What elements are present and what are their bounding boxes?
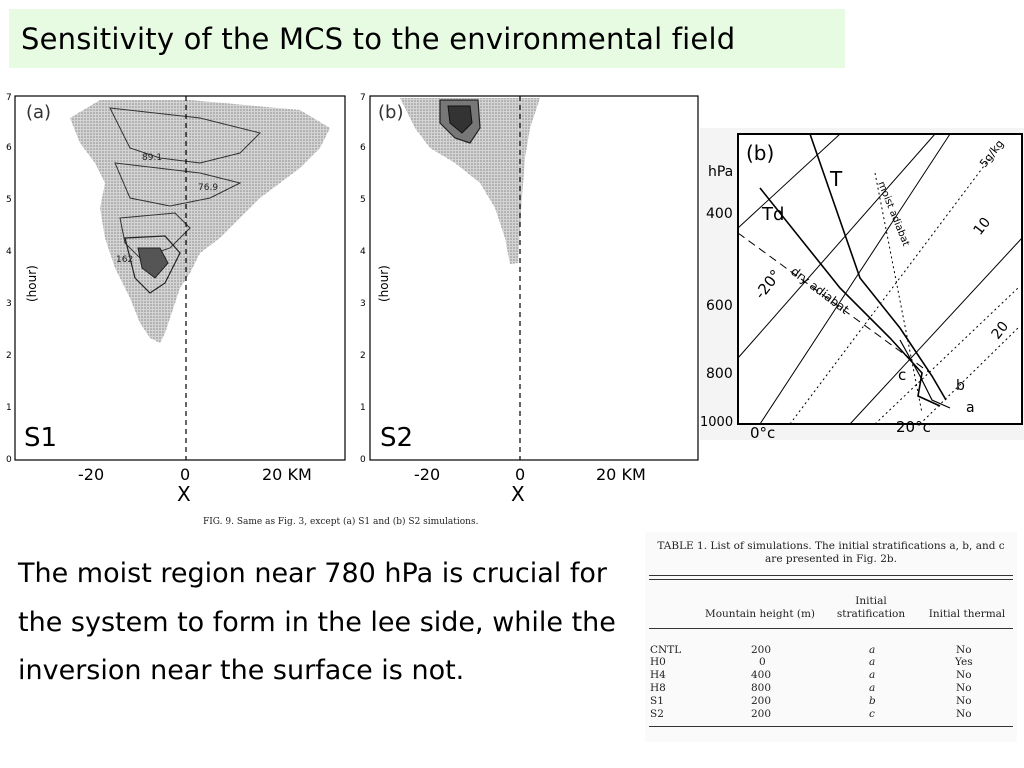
col-header-height: Mountain height (m) — [704, 608, 816, 620]
y-tick: 4 — [360, 247, 366, 257]
row-height: 400 — [751, 669, 772, 681]
pressure-unit: hPa — [708, 164, 733, 180]
y-tick: 6 — [360, 143, 366, 153]
row-thermal: No — [956, 644, 972, 656]
row-thermal: Yes — [955, 656, 973, 668]
run-label-s1: S1 — [24, 423, 57, 453]
row-strat: c — [869, 708, 875, 720]
y-tick: 7 — [6, 93, 12, 103]
panel-b: 0 1 2 3 4 5 6 7 (hour) (b) S2 -20 0 20 K… — [360, 93, 699, 506]
contour-label: 89.1 — [142, 153, 162, 163]
profile-label: b — [956, 378, 965, 394]
x-tick: 20 KM — [596, 465, 646, 484]
y-tick: 0 — [6, 455, 12, 465]
y-tick: 1 — [360, 403, 366, 413]
row-strat: a — [869, 656, 876, 668]
sounding-diagram: hPa 400 600 800 1000 (b) T Td moist adia… — [700, 128, 1024, 440]
x-tick: -20 — [78, 465, 104, 484]
row-name: H8 — [650, 682, 666, 694]
y-tick: 2 — [6, 351, 12, 361]
table-rule — [649, 628, 1013, 629]
pressure-tick: 800 — [706, 366, 733, 382]
x-axis-label: X — [511, 482, 525, 506]
temp-label: 0°c — [750, 424, 775, 440]
row-name: H4 — [650, 669, 666, 681]
contour-label: 162 — [116, 255, 133, 265]
panel-a-label: (a) — [26, 102, 51, 123]
x-tick: -20 — [414, 465, 440, 484]
profile-label: c — [898, 366, 906, 384]
row-height: 200 — [751, 695, 772, 707]
row-thermal: No — [956, 695, 972, 707]
row-name: S1 — [650, 695, 664, 707]
col-header-strat: Initial stratification — [836, 595, 906, 620]
table-rule — [649, 579, 1013, 580]
y-tick: 3 — [360, 299, 366, 309]
slide-title-box: Sensitivity of the MCS to the environmen… — [9, 9, 845, 68]
pressure-tick: 600 — [706, 298, 733, 314]
y-axis-label: (hour) — [377, 265, 391, 302]
x-tick: 20 KM — [262, 465, 312, 484]
row-thermal: No — [956, 669, 972, 681]
y-tick: 6 — [6, 143, 12, 153]
row-strat: a — [869, 669, 876, 681]
sounding-panel-label: (b) — [746, 141, 774, 165]
panel-b-label: (b) — [378, 102, 403, 123]
y-tick: 1 — [6, 403, 12, 413]
y-tick: 0 — [360, 455, 366, 465]
x-tick: 0 — [515, 465, 525, 484]
row-height: 800 — [751, 682, 772, 694]
row-name: CNTL — [650, 644, 682, 656]
y-tick: 5 — [6, 195, 12, 205]
profile-label: a — [966, 400, 975, 416]
pressure-tick: 1000 — [700, 415, 733, 430]
table-rule — [649, 575, 1013, 576]
row-thermal: No — [956, 708, 972, 720]
row-name: H0 — [650, 656, 666, 668]
row-height: 200 — [751, 708, 772, 720]
y-tick: 4 — [6, 247, 12, 257]
td-label: Td — [761, 204, 784, 225]
row-thermal: No — [956, 682, 972, 694]
row-name: S2 — [650, 708, 664, 720]
run-label-s2: S2 — [380, 423, 413, 453]
row-height: 200 — [751, 644, 772, 656]
y-tick: 5 — [360, 195, 366, 205]
row-strat: a — [869, 644, 876, 656]
temp-label: 20°c — [896, 418, 931, 436]
table-rule — [649, 726, 1013, 727]
x-axis-label: X — [177, 482, 191, 506]
y-axis-label: (hour) — [25, 265, 39, 302]
y-tick: 7 — [360, 93, 366, 103]
panel-a: 0 1 2 3 4 5 6 7 (hour) (a) 89.1 76.9 162… — [6, 93, 346, 506]
t-label: T — [829, 167, 843, 191]
figure-caption: FIG. 9. Same as Fig. 3, except (a) S1 an… — [203, 516, 479, 527]
table-caption: TABLE 1. List of simulations. The initia… — [657, 540, 1005, 565]
table-1: TABLE 1. List of simulations. The initia… — [645, 532, 1017, 742]
x-tick: 0 — [180, 465, 190, 484]
figure-9: 0 1 2 3 4 5 6 7 (hour) (a) 89.1 76.9 162… — [6, 93, 699, 527]
row-strat: a — [869, 682, 876, 694]
slide-body-text: The moist region near 780 hPa is crucial… — [18, 558, 616, 686]
slide-title: Sensitivity of the MCS to the environmen… — [21, 22, 736, 56]
row-height: 0 — [759, 656, 766, 668]
col-header-thermal: Initial thermal — [928, 608, 1006, 620]
y-tick: 3 — [6, 299, 12, 309]
row-strat: b — [869, 695, 876, 707]
contour-label: 76.9 — [198, 183, 218, 193]
pressure-tick: 400 — [706, 206, 733, 222]
y-tick: 2 — [360, 351, 366, 361]
